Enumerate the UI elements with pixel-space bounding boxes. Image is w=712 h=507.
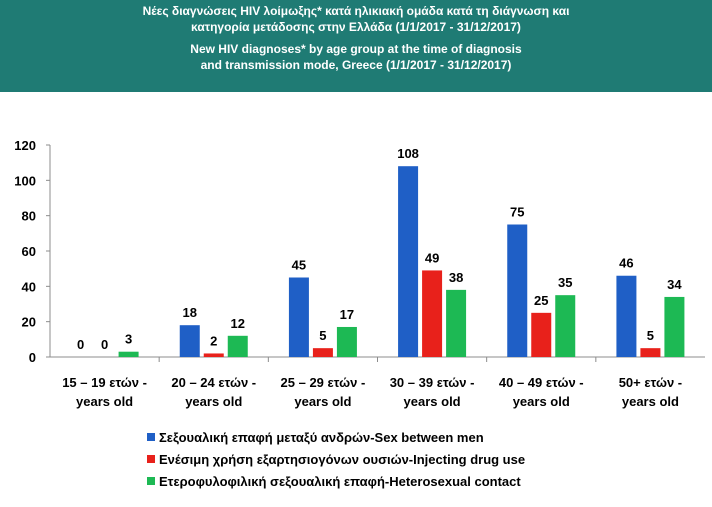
y-tick-label: 60 (22, 244, 36, 259)
title-greek-line-2: κατηγορία μετάδοσης στην Ελλάδα (1/1/201… (191, 20, 521, 34)
bar-value-label: 0 (77, 337, 84, 352)
bar-value-label: 49 (425, 250, 439, 265)
y-tick-label: 0 (29, 350, 36, 365)
bar-injecting-drug-use (203, 353, 224, 357)
x-category-label: years old (513, 394, 570, 409)
bar-value-label: 35 (558, 275, 572, 290)
legend-label: Σεξουαλική επαφή μεταξύ ανδρών-Sex betwe… (159, 429, 484, 445)
bar-value-label: 45 (292, 258, 306, 273)
bar-value-label: 46 (619, 256, 633, 271)
bar-heterosexual-contact (227, 335, 248, 357)
bar-value-label: 3 (125, 332, 132, 347)
x-category-label: 15 – 19 ετών - (62, 375, 147, 390)
bar-value-label: 5 (319, 328, 326, 343)
bar-value-label: 17 (340, 307, 354, 322)
y-tick-label: 40 (22, 279, 36, 294)
title-banner: Νέες διαγνώσεις HIV λοίμωξης* κατά ηλικι… (0, 0, 712, 92)
bar-heterosexual-contact (336, 326, 357, 357)
x-category-label: 25 – 29 ετών - (281, 375, 366, 390)
legend-label: Ενέσιμη χρήση εξαρτησιογόνων ουσιών-Inje… (159, 451, 526, 467)
x-category-label: 40 – 49 ετών - (499, 375, 584, 390)
bar-sex-between-men (507, 224, 528, 357)
legend-item: Σεξουαλική επαφή μεταξύ ανδρών-Sex betwe… (147, 426, 525, 448)
bar-value-label: 108 (397, 146, 419, 161)
bar-value-label: 12 (231, 316, 245, 331)
bar-value-label: 0 (101, 337, 108, 352)
bar-sex-between-men (616, 275, 637, 357)
bar-injecting-drug-use (531, 312, 552, 357)
bar-value-label: 5 (647, 328, 654, 343)
bar-value-label: 34 (667, 277, 682, 292)
legend-swatch (147, 433, 155, 441)
bar-value-label: 25 (534, 293, 548, 308)
y-tick-label: 120 (14, 138, 36, 153)
bar-sex-between-men (398, 166, 419, 357)
y-tick-label: 20 (22, 315, 36, 330)
bar-injecting-drug-use (640, 348, 661, 357)
bar-injecting-drug-use (422, 270, 443, 357)
x-category-label: years old (404, 394, 461, 409)
bar-chart: 0 20 40 60 80 100 120 0 0 3 15 – 19 ετών - years ol… (14, 138, 705, 409)
bar-sex-between-men (179, 325, 200, 357)
title-english-line-1: New HIV diagnoses* by age group at the t… (190, 42, 522, 56)
bar-heterosexual-contact (118, 351, 139, 357)
legend-swatch (147, 455, 155, 463)
y-tick-label: 80 (22, 209, 36, 224)
title-english-line-2: and transmission mode, Greece (1/1/2017 … (200, 58, 512, 72)
legend-item: Ενέσιμη χρήση εξαρτησιογόνων ουσιών-Inje… (147, 448, 525, 470)
x-category-label: years old (185, 394, 242, 409)
legend-label: Ετεροφυλοφιλική σεξουαλική επαφή-Heteros… (159, 473, 521, 489)
y-tick-label: 100 (14, 173, 36, 188)
x-category-label: 20 – 24 ετών - (171, 375, 256, 390)
x-category-label: 50+ ετών - (619, 375, 682, 390)
bar-value-label: 38 (449, 270, 463, 285)
bar-heterosexual-contact (555, 295, 576, 357)
bar-value-label: 18 (183, 305, 197, 320)
chart-legend: Σεξουαλική επαφή μεταξύ ανδρών-Sex betwe… (147, 426, 525, 492)
x-category-label: 30 – 39 ετών - (390, 375, 475, 390)
bar-heterosexual-contact (664, 296, 685, 357)
bar-value-label: 2 (210, 333, 217, 348)
x-category-label: years old (76, 394, 133, 409)
legend-item: Ετεροφυλοφιλική σεξουαλική επαφή-Heteros… (147, 470, 525, 492)
bar-value-label: 75 (510, 205, 524, 220)
x-category-label: years old (622, 394, 679, 409)
legend-swatch (147, 477, 155, 485)
bar-injecting-drug-use (312, 348, 333, 357)
bar-sex-between-men (288, 277, 309, 357)
x-category-label: years old (294, 394, 351, 409)
bar-heterosexual-contact (446, 289, 467, 357)
title-greek-line-1: Νέες διαγνώσεις HIV λοίμωξης* κατά ηλικι… (142, 4, 570, 18)
